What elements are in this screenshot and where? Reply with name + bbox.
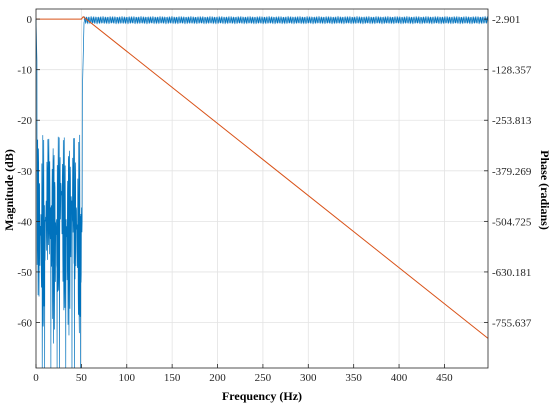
y-right-tick-label: -630.181	[492, 267, 531, 279]
y-left-tick-label: 0	[27, 14, 33, 26]
tick-layer: 0 50 100 150 200 250 300 350 400 450 0 -10 -20 -30 -40…	[17, 14, 532, 384]
y-axis-title-left: Magnitude (dB)	[2, 149, 16, 231]
phase-line	[36, 16, 489, 339]
x-tick-label: 200	[209, 372, 226, 384]
plot-frame	[35, 8, 489, 369]
y-right-tick-label: -379.269	[492, 166, 532, 178]
y-right-tick-label: -755.637	[492, 317, 532, 329]
y-left-tick-label: -30	[17, 166, 32, 178]
x-tick-label: 450	[436, 372, 453, 384]
y-left-tick-label: -60	[17, 317, 32, 329]
x-tick-label: 400	[391, 372, 408, 384]
x-tick-label: 300	[300, 372, 317, 384]
y-left-tick-label: -40	[17, 216, 32, 228]
x-tick-label: 250	[255, 372, 272, 384]
y-axis-title-right: Phase (radians)	[538, 150, 550, 230]
series-layer	[35, 15, 489, 369]
magnitude-line	[35, 15, 489, 369]
y-right-tick-label: -253.813	[492, 115, 532, 127]
x-tick-label: 50	[76, 372, 88, 384]
y-left-tick-label: -20	[17, 115, 32, 127]
x-tick-label: 150	[164, 372, 181, 384]
x-tick-label: 100	[119, 372, 136, 384]
y-left-tick-label: -10	[17, 65, 32, 77]
x-axis-title: Frequency (Hz)	[222, 389, 302, 403]
y-left-tick-label: -50	[17, 267, 32, 279]
x-tick-label: 0	[33, 372, 39, 384]
x-tick-label: 350	[345, 372, 362, 384]
y-right-tick-label: -128.357	[492, 65, 532, 77]
y-right-tick-label: -504.725	[492, 216, 532, 228]
y-right-tick-label: -2.901	[492, 14, 520, 26]
